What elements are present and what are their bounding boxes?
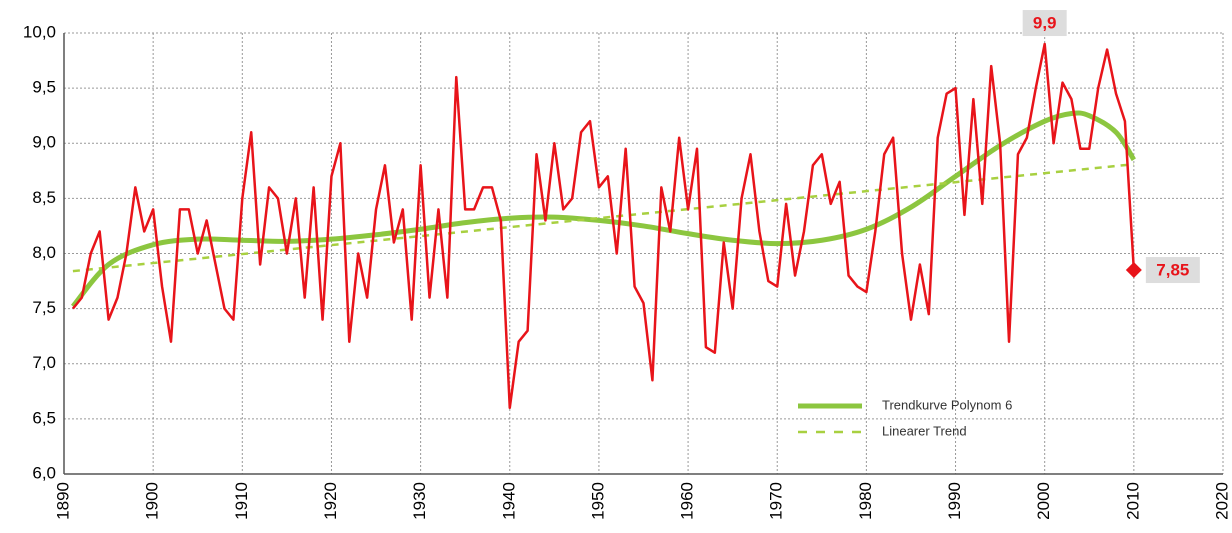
annotation-box — [1022, 10, 1067, 37]
x-tick-label: 1990 — [945, 482, 964, 520]
y-tick-label: 7,0 — [32, 353, 56, 372]
y-tick-label: 8,5 — [32, 188, 56, 207]
data-line — [71, 42, 1136, 410]
trend-line — [72, 162, 1134, 273]
x-tick-label: 1900 — [143, 482, 162, 520]
legend-label: Linearer Trend — [882, 423, 967, 438]
trend-line — [70, 110, 1136, 309]
annotation: 7,85 — [1125, 257, 1200, 284]
y-tick-label: 10,0 — [23, 22, 56, 41]
x-tick-label: 1950 — [588, 482, 607, 520]
y-tick-label: 9,0 — [32, 133, 56, 152]
y-tick-label: 6,5 — [32, 408, 56, 427]
annotation-box — [1145, 257, 1200, 284]
y-tick-label: 9,5 — [32, 78, 56, 97]
x-tick-label: 1940 — [499, 482, 518, 520]
x-tick-label: 1890 — [53, 482, 72, 520]
x-tick-label: 2010 — [1123, 482, 1142, 520]
x-tick-label: 1980 — [856, 482, 875, 520]
x-tick-label: 1960 — [678, 482, 697, 520]
x-tick-label: 1920 — [321, 482, 340, 520]
x-tick-label: 1970 — [767, 482, 786, 520]
annotation-label: 7,85 — [1156, 261, 1189, 280]
x-tick-label: 1910 — [232, 482, 251, 520]
legend-label: Trendkurve Polynom 6 — [882, 397, 1012, 412]
x-tick-label: 1930 — [410, 482, 429, 520]
y-tick-label: 7,5 — [32, 298, 56, 317]
annotation-label: 9,9 — [1033, 14, 1057, 33]
x-tick-label: 2020 — [1212, 482, 1231, 520]
y-tick-label: 8,0 — [32, 243, 56, 262]
annotation: 9,9 — [1022, 10, 1067, 37]
annotation-marker — [1125, 262, 1142, 279]
x-tick-label: 2000 — [1034, 482, 1053, 520]
y-tick-label: 6,0 — [32, 463, 56, 482]
